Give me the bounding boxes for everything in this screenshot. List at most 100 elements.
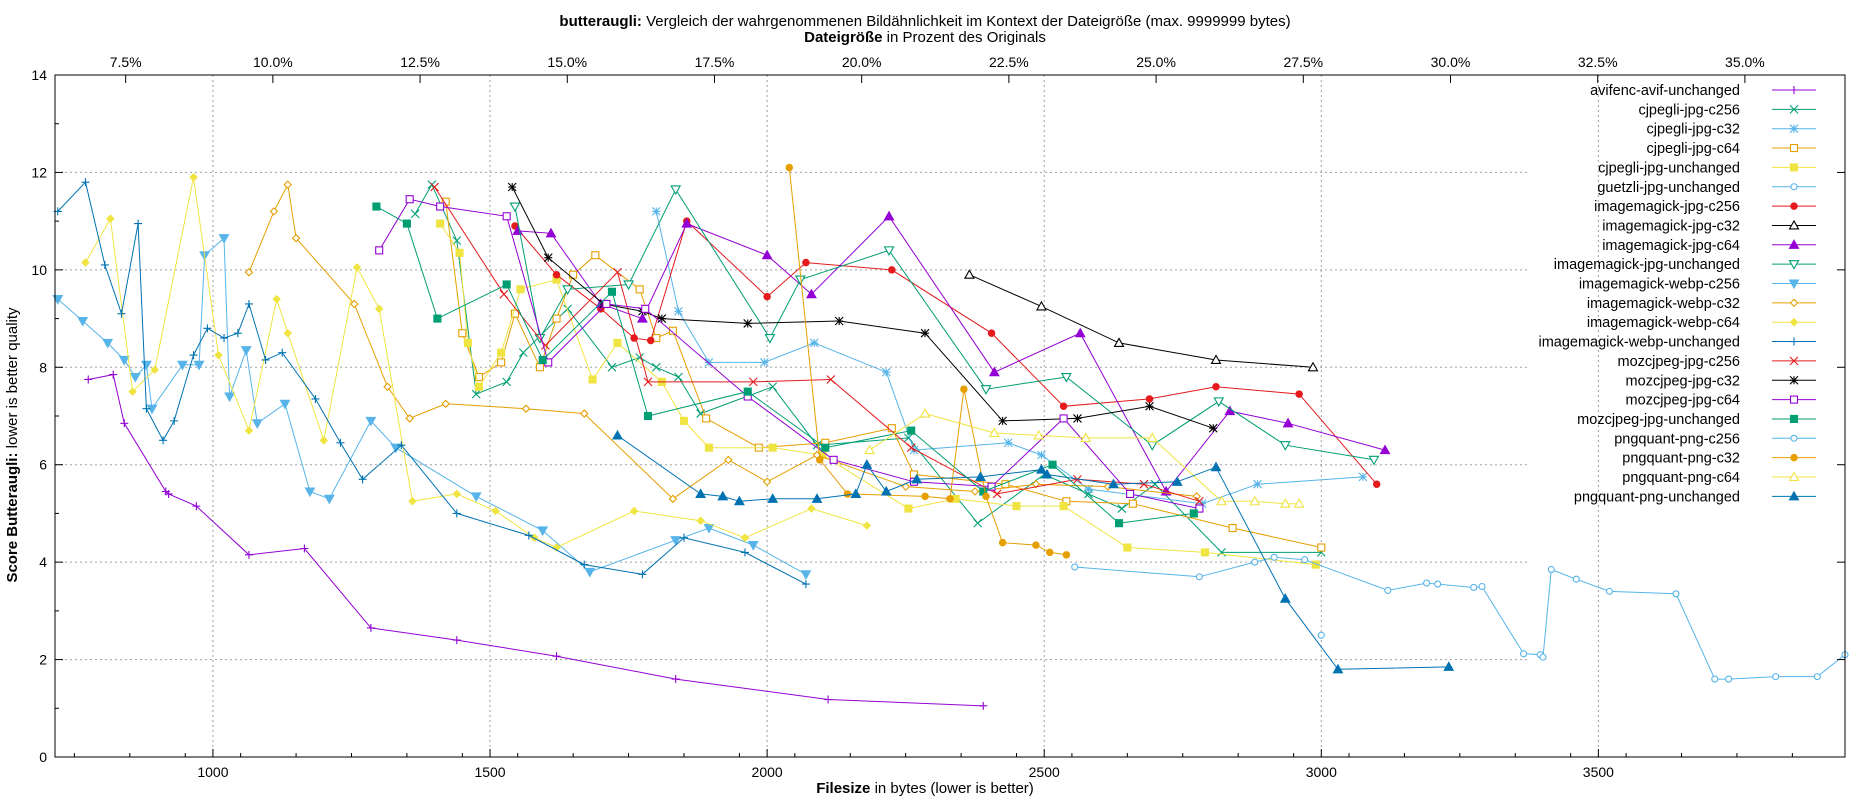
data-point (1216, 495, 1227, 506)
series-line (511, 186, 1214, 429)
data-point (283, 180, 293, 189)
data-point (397, 441, 406, 450)
data-point (1725, 675, 1733, 683)
legend-label: imagemagick-jpg-c256 (1594, 199, 1740, 215)
grid (55, 75, 1599, 757)
data-point (904, 504, 913, 513)
data-point (1062, 551, 1071, 559)
legend: avifenc-avif-unchanged cjpegli-jpg-c256 cj… (1538, 83, 1816, 505)
series-line (969, 274, 1314, 368)
data-point (843, 490, 852, 498)
data-point (811, 493, 823, 503)
legend-item: imagemagick-webp-c64 (1587, 315, 1816, 331)
data-point (643, 411, 653, 421)
data-point (1139, 479, 1149, 489)
data-point (150, 365, 160, 374)
legend-marker (1790, 453, 1798, 462)
data-point (452, 489, 462, 499)
data-point (1117, 504, 1127, 513)
data-point (452, 509, 461, 518)
data-point (668, 326, 677, 335)
legend-label: mozcjpeg-jpg-c256 (1617, 354, 1740, 370)
x-tick-label: 2500 (1029, 764, 1060, 780)
legend-marker (1788, 490, 1800, 501)
legend-marker (1789, 298, 1799, 308)
data-point (537, 526, 549, 537)
y-tick-label: 12 (31, 164, 47, 180)
x-axis-title: Filesize in bytes (lower is better) (816, 780, 1034, 797)
x-tick-label: 3000 (1306, 764, 1337, 780)
data-point (674, 372, 683, 382)
legend-item: pngquant-png-c64 (1622, 470, 1816, 486)
x2-axis-title-bold: Dateigröße (804, 29, 882, 46)
data-point (638, 570, 647, 579)
data-point (1071, 563, 1079, 571)
data-point (452, 636, 461, 645)
legend-label: imagemagick-webp-unchanged (1538, 335, 1740, 351)
data-point (921, 492, 929, 501)
data-point (233, 329, 242, 338)
series-line (248, 183, 1197, 500)
data-point (681, 217, 693, 228)
data-point (499, 289, 509, 299)
y-tick-label: 14 (31, 67, 47, 83)
legend-item: pngquant-png-unchanged (1574, 489, 1816, 505)
data-point (946, 495, 954, 503)
data-point (613, 267, 622, 277)
data-point (768, 443, 777, 452)
data-point (651, 362, 661, 372)
legend-item: cjpegli-jpg-c32 (1647, 122, 1816, 138)
legend-label: imagemagick-jpg-c64 (1602, 238, 1740, 254)
data-point (1279, 441, 1291, 451)
data-point (1210, 354, 1222, 365)
data-point (1358, 472, 1368, 482)
data-point (1059, 414, 1068, 423)
data-point (671, 675, 680, 684)
data-point (1084, 484, 1093, 494)
data-point (458, 329, 467, 338)
data-point (812, 440, 822, 450)
data-point (612, 429, 623, 440)
series-line (517, 215, 1386, 493)
data-point (607, 287, 617, 296)
data-point (142, 404, 151, 413)
data-point (646, 336, 655, 345)
legend-label: pngquant-png-c32 (1622, 451, 1740, 467)
legend-item: mozcjpeg-jpg-c32 (1626, 373, 1816, 389)
y-tick-label: 4 (39, 554, 47, 570)
data-point (785, 163, 794, 172)
data-point (834, 316, 844, 326)
data-point (1128, 499, 1137, 508)
data-point (405, 195, 414, 204)
data-point (1073, 414, 1082, 423)
data-point (762, 477, 772, 487)
data-point (244, 426, 254, 435)
data-point (1293, 498, 1305, 508)
x2-tick-label: 27.5% (1283, 54, 1323, 70)
data-point (800, 570, 812, 580)
legend-marker (1789, 163, 1799, 172)
x2-axis-title: Dateigröße in Prozent des Originals (804, 29, 1046, 46)
data-point (463, 338, 472, 347)
legend-item: imagemagick-webp-c32 (1587, 296, 1816, 312)
data-point (862, 521, 872, 530)
legend-label: pngquant-png-c64 (1622, 470, 1740, 486)
data-point (358, 475, 367, 484)
data-point (552, 270, 561, 279)
data-point (670, 185, 682, 196)
series-imagemagick-jpg-c256 (511, 217, 1381, 488)
data-point (1423, 579, 1431, 587)
legend-label: imagemagick-jpg-unchanged (1554, 257, 1740, 273)
data-point (366, 623, 375, 632)
data-point (702, 414, 711, 423)
series-avifenc-avif-unchanged (84, 370, 988, 710)
series-imagemagick-jpg-c32 (963, 269, 1319, 372)
legend-item: pngquant-png-c256 (1614, 431, 1816, 447)
x2-tick-label: 10.0% (253, 54, 293, 70)
legend-marker (1790, 86, 1798, 94)
data-point (538, 355, 547, 365)
data-point (704, 358, 714, 367)
data-point (1282, 417, 1294, 428)
data-point (998, 538, 1007, 547)
series-cjpegli-jpg-c256 (410, 180, 1326, 557)
